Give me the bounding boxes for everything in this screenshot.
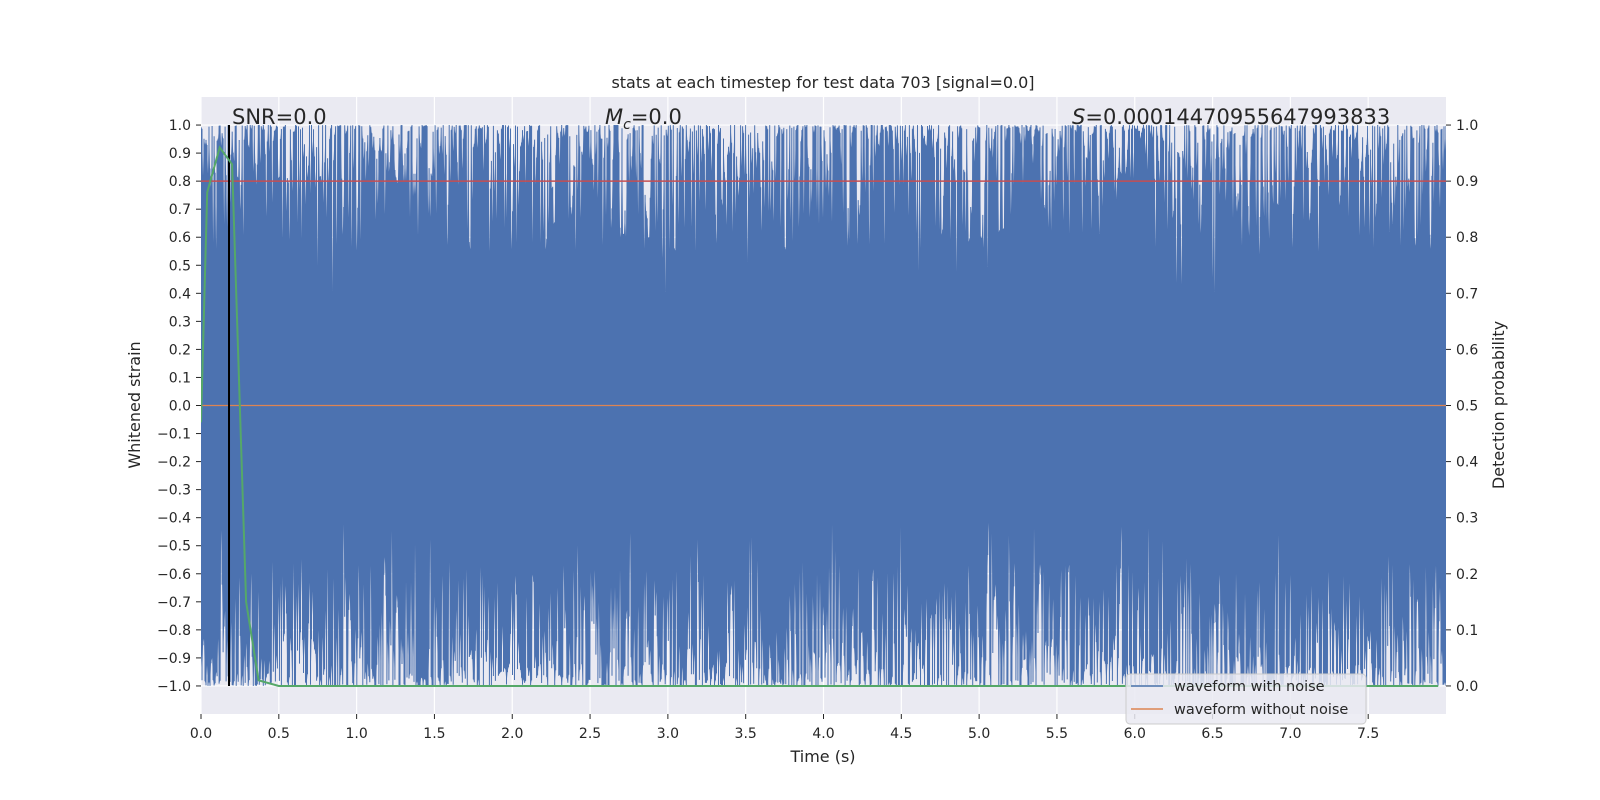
y-axis-ticks: 1.0 0.9 0.8 0.7 0.6 0.5 0.4 0.3 0.2 0.1 0.0 −0.1 −0.… — [157, 118, 201, 695]
snr-annotation: SNR=0.0 — [232, 105, 327, 129]
y-right-tick-label: 0.3 — [1456, 511, 1478, 527]
y-tick-label: 0.2 — [169, 342, 191, 358]
chirp-mass-annotation: Mc=0.0 — [605, 105, 682, 133]
y-tick-label: 0.1 — [169, 370, 191, 386]
y-right-tick-label: 0.6 — [1456, 342, 1478, 358]
x-tick-label: 3.5 — [735, 726, 757, 742]
x-tick-label: 3.0 — [657, 726, 679, 742]
x-axis-label: Time (s) — [789, 747, 855, 766]
y-tick-label: −1.0 — [157, 679, 191, 695]
y-right-tick-label: 0.4 — [1456, 455, 1478, 471]
y-tick-label: 0.6 — [169, 230, 191, 246]
x-tick-label: 7.0 — [1279, 726, 1301, 742]
x-tick-label: 6.0 — [1124, 726, 1146, 742]
y-tick-label: −0.5 — [157, 539, 191, 555]
x-tick-label: 2.0 — [501, 726, 523, 742]
chirp-mass-subscript: c — [623, 117, 631, 133]
y-right-tick-label: 0.2 — [1456, 567, 1478, 583]
x-tick-label: 4.0 — [812, 726, 834, 742]
y-tick-label: 1.0 — [169, 118, 191, 134]
x-tick-label: 4.5 — [890, 726, 912, 742]
y-tick-label: 0.7 — [169, 202, 191, 218]
y-axis-label: Whitened strain — [125, 341, 144, 468]
s-value: =0.00014470955647993833 — [1085, 105, 1390, 129]
x-tick-label: 0.5 — [268, 726, 290, 742]
x-tick-label: 2.5 — [579, 726, 601, 742]
x-axis-ticks: 0.0 0.5 1.0 1.5 2.0 2.5 3.0 3.5 4.0 4.5 5.0 5.5 6.0 6… — [190, 714, 1379, 742]
chirp-mass-value: =0.0 — [631, 105, 682, 129]
x-tick-label: 7.5 — [1357, 726, 1379, 742]
legend-label-without-noise: waveform without noise — [1174, 702, 1348, 718]
y-tick-label: 0.3 — [169, 314, 191, 330]
y-tick-label: −0.7 — [157, 595, 191, 611]
series-detection-probability — [201, 145, 1439, 687]
y-right-axis-ticks: 1.0 0.9 0.8 0.7 0.6 0.5 0.4 0.3 0.2 0.1 0.0 — [1446, 118, 1478, 695]
y-tick-label: 0.5 — [169, 258, 191, 274]
y-tick-label: 0.9 — [169, 146, 191, 162]
x-tick-label: 5.0 — [968, 726, 990, 742]
s-annotation: S=0.00014470955647993833 — [1072, 105, 1390, 129]
y-tick-label: 0.8 — [169, 174, 191, 190]
y-right-tick-label: 0.0 — [1456, 679, 1478, 695]
y-tick-label: −0.2 — [157, 455, 191, 471]
chart-title: stats at each timestep for test data 703… — [611, 73, 1034, 92]
y-right-tick-label: 0.9 — [1456, 174, 1478, 190]
y-right-tick-label: 1.0 — [1456, 118, 1478, 134]
chirp-mass-symbol: M — [605, 105, 623, 129]
y-tick-label: 0.4 — [169, 286, 191, 302]
y-tick-label: −0.9 — [157, 651, 191, 667]
x-tick-label: 0.0 — [190, 726, 212, 742]
y-tick-label: −0.6 — [157, 567, 191, 583]
y-tick-label: −0.4 — [157, 511, 191, 527]
y-right-axis-label: Detection probability — [1489, 321, 1508, 489]
x-tick-label: 6.5 — [1201, 726, 1223, 742]
y-right-tick-label: 0.5 — [1456, 399, 1478, 415]
y-tick-label: −0.8 — [157, 623, 191, 639]
y-right-tick-label: 0.1 — [1456, 623, 1478, 639]
y-tick-label: −0.3 — [157, 483, 191, 499]
legend-label-with-noise: waveform with noise — [1174, 679, 1325, 695]
x-tick-label: 1.0 — [345, 726, 367, 742]
x-tick-label: 5.5 — [1046, 726, 1068, 742]
legend: waveform with noise waveform without noi… — [1125, 673, 1367, 725]
y-tick-label: −0.1 — [157, 427, 191, 443]
y-right-tick-label: 0.8 — [1456, 230, 1478, 246]
legend-box — [1125, 673, 1367, 725]
s-symbol: S — [1072, 105, 1085, 129]
y-tick-label: 0.0 — [169, 399, 191, 415]
x-tick-label: 1.5 — [423, 726, 445, 742]
y-right-tick-label: 0.7 — [1456, 286, 1478, 302]
